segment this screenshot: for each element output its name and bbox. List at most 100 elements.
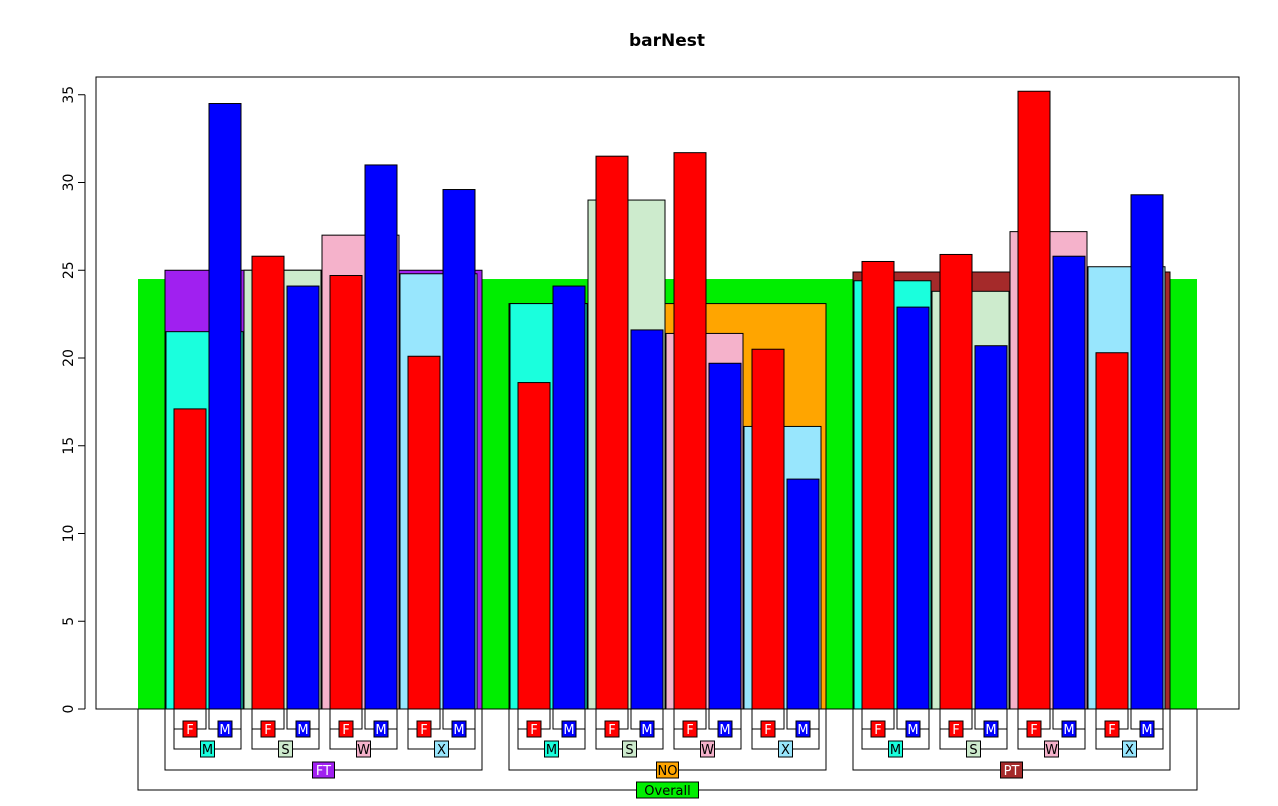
bar-label-m-box: [451, 720, 467, 738]
bar-label-f-box: [1104, 720, 1120, 738]
bar-layer: [173, 90, 1164, 710]
bar-label-f-box: [760, 720, 776, 738]
group-label-pt-box: [1000, 761, 1023, 779]
bar-no-s-m: [630, 329, 664, 710]
bar-label-m: M: [641, 723, 652, 738]
bar-no-s-f: [595, 155, 629, 710]
bar-label-f: F: [1108, 723, 1115, 738]
overall-label-box: [636, 781, 699, 799]
bar-label-f-box: [338, 720, 354, 738]
bracket-group: [508, 709, 827, 771]
subgroup-label-m-box: [544, 740, 559, 758]
chart-title: barNest: [629, 31, 705, 51]
bar-pt-s-m: [974, 345, 1008, 710]
bar-label-m: M: [719, 723, 730, 738]
bar-label-m: M: [1063, 723, 1074, 738]
bar-ft-x-f: [407, 355, 441, 710]
bar-label-m-box: [639, 720, 655, 738]
subgroup-label-m: M: [546, 743, 557, 758]
bar-no-x-f: [751, 348, 785, 710]
subgroup-label-s-box: [622, 740, 637, 758]
bar-label-f: F: [874, 723, 881, 738]
bar-label-m-box: [217, 720, 233, 738]
bar-label-f-box: [948, 720, 964, 738]
bar-label-m-box: [373, 720, 389, 738]
subgroup-label-x-box: [1122, 740, 1137, 758]
subgroup-label-s: S: [969, 743, 977, 758]
bar-label-m-box: [295, 720, 311, 738]
bar-pt-w-f: [1017, 90, 1051, 710]
bar-pt-x-m: [1130, 194, 1164, 710]
bracket-group: [852, 709, 1171, 771]
bar-label-m-box: [983, 720, 999, 738]
bar-label-f: F: [1030, 723, 1037, 738]
bar-label-f: F: [530, 723, 537, 738]
bar-label-m-box: [1139, 720, 1155, 738]
bar-no-m-m: [552, 285, 586, 710]
bar-no-x-m: [786, 478, 820, 710]
y-tick-label: 25: [61, 261, 77, 279]
bar-pt-m-f: [861, 260, 895, 710]
y-tick-label: 0: [61, 705, 77, 714]
group-label-no-box: [656, 761, 679, 779]
bar-label-f: F: [420, 723, 427, 738]
subgroup-label-x: X: [437, 743, 446, 758]
bar-ft-m-m: [208, 103, 242, 710]
bar-label-f-box: [416, 720, 432, 738]
y-tick-label: 20: [61, 349, 77, 367]
bar-ft-s-f: [251, 255, 285, 710]
subgroup-label-x-box: [434, 740, 449, 758]
bar-label-m: M: [563, 723, 574, 738]
bar-label-f: F: [764, 723, 771, 738]
subgroup-label-x-box: [778, 740, 793, 758]
bar-ft-m-f: [173, 408, 207, 710]
bracket-group: [164, 709, 483, 771]
subgroup-label-m-box: [200, 740, 215, 758]
group-label-ft-box: [312, 761, 335, 779]
group-label-no: NO: [658, 764, 678, 779]
bar-label-m: M: [375, 723, 386, 738]
subgroup-label-m: M: [890, 743, 901, 758]
y-tick-label: 10: [61, 525, 77, 543]
subgroup-label-s: S: [281, 743, 289, 758]
bar-label-f: F: [608, 723, 615, 738]
subgroup-label-w-box: [700, 740, 715, 758]
bar-label-f-box: [526, 720, 542, 738]
bar-label-f-box: [1026, 720, 1042, 738]
y-tick-label: 5: [61, 617, 77, 626]
bar-label-f: F: [342, 723, 349, 738]
bar-label-m-box: [561, 720, 577, 738]
bar-label-f-box: [604, 720, 620, 738]
subgroup-label-w: W: [1045, 743, 1058, 758]
bar-label-m: M: [219, 723, 230, 738]
bar-label-f-box: [182, 720, 198, 738]
bar-label-f: F: [186, 723, 193, 738]
bar-label-m: M: [297, 723, 308, 738]
bar-label-m: M: [985, 723, 996, 738]
bar-label-f-box: [870, 720, 886, 738]
y-tick-label: 30: [61, 174, 77, 192]
y-tick-label: 15: [61, 437, 77, 455]
bar-no-w-m: [708, 362, 742, 710]
bar-label-m-box: [717, 720, 733, 738]
subgroup-label-m: M: [202, 743, 213, 758]
subgroup-label-w-box: [356, 740, 371, 758]
bar-label-f: F: [264, 723, 271, 738]
bar-label-m-box: [795, 720, 811, 738]
bar-pt-s-f: [939, 253, 973, 710]
bar-pt-w-m: [1052, 255, 1086, 710]
subgroup-label-s: S: [625, 743, 633, 758]
subgroup-label-w: W: [701, 743, 714, 758]
bar-label-m-box: [1061, 720, 1077, 738]
subgroup-label-s-box: [966, 740, 981, 758]
bar-label-f-box: [260, 720, 276, 738]
bar-pt-x-f: [1095, 352, 1129, 710]
subgroup-label-m-box: [888, 740, 903, 758]
bar-ft-x-m: [442, 189, 476, 710]
bar-label-m-box: [905, 720, 921, 738]
y-tick-label: 35: [61, 86, 77, 104]
bar-no-w-f: [673, 152, 707, 710]
bar-label-f: F: [686, 723, 693, 738]
subgroup-label-s-box: [278, 740, 293, 758]
